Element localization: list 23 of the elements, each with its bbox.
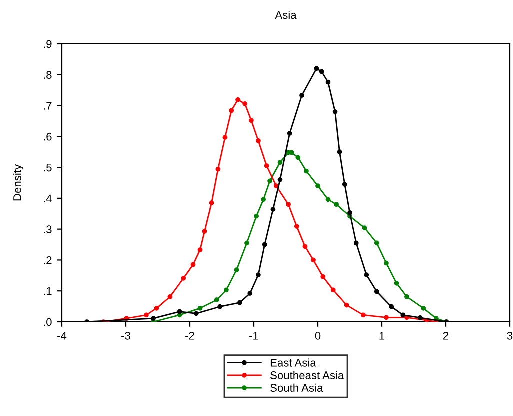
y-tick-label: .3 — [44, 226, 52, 234]
y-tick-label: .8 — [44, 71, 52, 80]
y-tick-label: .1 — [44, 287, 52, 296]
y-tick-label: .4 — [44, 194, 52, 202]
y-tick-label: .6 — [44, 132, 52, 141]
legend-label: East Asia — [270, 358, 316, 367]
x-tick-label: -3 — [122, 332, 130, 340]
y-tick-label: .5 — [44, 164, 52, 172]
x-tick-label: 3 — [507, 332, 513, 340]
x-tick-label: -2 — [186, 332, 194, 340]
x-tick-label: -1 — [250, 332, 258, 340]
x-tick-label: 0 — [315, 332, 321, 340]
y-tick-label: .2 — [44, 256, 52, 264]
legend-label: South Asia — [270, 384, 324, 392]
legend-label: Southeast Asia — [270, 371, 344, 380]
y-axis-title: Density — [13, 164, 24, 201]
y-tick-label: .0 — [44, 318, 52, 326]
x-tick-label: 1 — [380, 332, 385, 340]
chart-title: Asia — [275, 10, 297, 20]
y-tick-label: .7 — [44, 102, 52, 110]
y-tick-label: .9 — [44, 40, 52, 48]
x-tick-label: -4 — [58, 332, 67, 340]
x-tick-label: 2 — [443, 332, 449, 340]
